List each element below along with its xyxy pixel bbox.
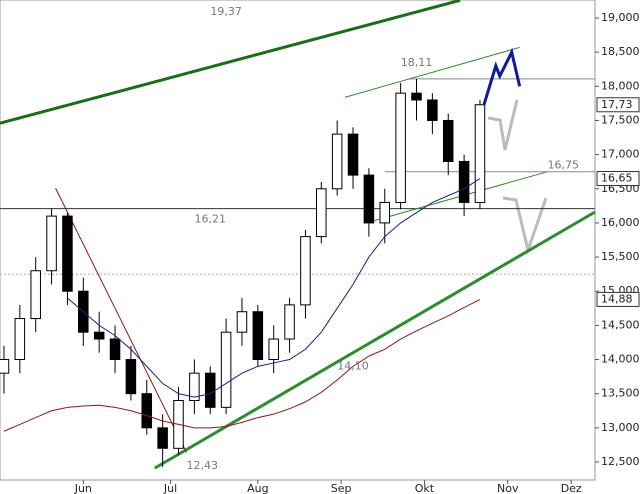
price-tag-label: 16,65 (601, 172, 633, 185)
candle-body (474, 104, 486, 203)
candle-body (395, 92, 406, 203)
y-tick-label: 18,500 (601, 45, 640, 58)
candle-body (30, 270, 41, 320)
moving-average-short (67, 178, 481, 398)
candle-body (93, 331, 105, 340)
candle-body (62, 215, 73, 292)
x-tick-label: Jul (163, 482, 177, 494)
candle-body (109, 338, 121, 361)
candle-body (347, 133, 359, 176)
price-tag (596, 171, 640, 187)
candle-body (189, 372, 200, 402)
candle-body (14, 318, 26, 361)
y-tick-label: 19,000 (601, 11, 640, 24)
candle-body (204, 372, 216, 408)
y-tick-label: 14,000 (601, 353, 640, 366)
y-tick-label: 18,000 (601, 79, 640, 92)
price-tag (596, 97, 640, 113)
plot-frame (0, 0, 596, 481)
annotation: 18,11 (401, 56, 433, 69)
candle-body (252, 311, 264, 361)
moving-average-long (3, 298, 481, 432)
y-tick-label: 17,000 (601, 148, 640, 161)
y-tick-label: 14,500 (601, 318, 640, 331)
trendline (0, 0, 461, 125)
candle-body (284, 304, 295, 340)
y-tick-label: 16,000 (601, 216, 640, 229)
projection-hints (487, 99, 548, 256)
candle-body (268, 338, 279, 361)
price-tag (596, 291, 640, 307)
candle-body (141, 393, 153, 429)
gray-arrow (487, 99, 519, 151)
x-tick-label: Jun (74, 482, 92, 494)
annotation: 19,37 (210, 5, 242, 18)
candle-body (363, 174, 375, 224)
trendline (55, 187, 187, 453)
gray-arrow (502, 196, 548, 256)
annotation: 16,21 (194, 213, 226, 226)
candle-body (458, 160, 470, 203)
candle-body (125, 359, 137, 395)
trendline (344, 46, 520, 98)
annotation: 16,75 (548, 159, 580, 172)
candle-body (300, 236, 311, 306)
annotation: 12,43 (187, 459, 219, 472)
price-tag-label: 14,88 (601, 292, 633, 305)
candle-body (236, 311, 248, 333)
candle-body (220, 331, 232, 408)
x-tick-label: Aug (247, 482, 268, 494)
x-tick-label: Nov (497, 482, 519, 494)
candle-body (427, 99, 438, 121)
projection-line (482, 47, 522, 106)
candle-body (411, 92, 422, 101)
candle-body (331, 133, 343, 190)
y-tick-label: 15,500 (601, 250, 640, 263)
annotation: 14,10 (337, 360, 369, 373)
y-tick-label: 12,500 (601, 455, 640, 468)
candle-body (442, 119, 454, 162)
y-tick-label: 13,500 (601, 387, 640, 400)
candle-body (316, 188, 327, 238)
candle-body (379, 201, 391, 224)
x-tick-label: Dez (561, 482, 582, 494)
y-tick-label: 13,000 (601, 421, 640, 434)
candle-body (46, 215, 57, 272)
x-tick-label: Okt (415, 482, 435, 494)
candle-body (0, 359, 10, 374)
candle-body (157, 427, 168, 449)
trendline (368, 171, 548, 223)
price-tag-label: 17,73 (601, 98, 633, 111)
x-tick-label: Sep (331, 482, 352, 494)
y-tick-label: 17,500 (601, 113, 640, 126)
